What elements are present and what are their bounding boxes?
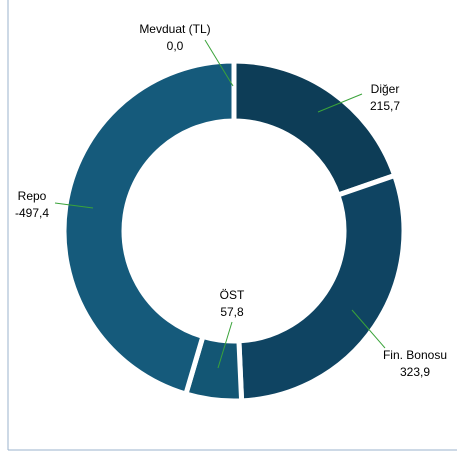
value-label: -497,4 xyxy=(15,206,49,220)
category-label: Diğer xyxy=(371,82,400,96)
value-label: 215,7 xyxy=(370,99,400,113)
slice xyxy=(61,58,237,398)
leader-line xyxy=(317,93,363,113)
category-label: Repo xyxy=(18,189,47,203)
value-label: 323,9 xyxy=(400,365,430,379)
category-label: Fin. Bonosu xyxy=(383,348,447,362)
category-label: Mevduat (TL) xyxy=(139,22,210,36)
leader-line xyxy=(351,309,386,349)
leader-line xyxy=(204,39,234,87)
value-label: 57,8 xyxy=(220,305,244,319)
category-label: ÖST xyxy=(220,288,245,302)
slice xyxy=(236,172,407,404)
leader-line xyxy=(217,321,233,369)
leader-line xyxy=(54,202,94,209)
value-label: 0,0 xyxy=(167,39,184,53)
